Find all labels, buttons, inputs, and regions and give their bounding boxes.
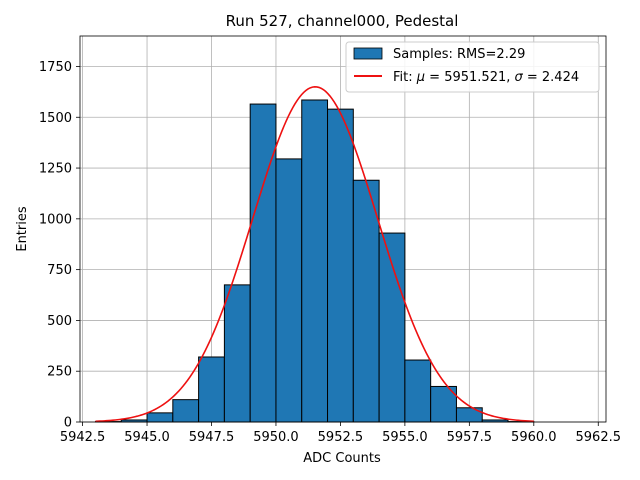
x-axis-title: ADC Counts (303, 451, 381, 466)
histogram-bar (249, 103, 277, 423)
legend-fit-sigma-value: = 2.424 (523, 70, 579, 85)
y-tick-label: 1000 (39, 212, 72, 227)
histogram-bar (404, 359, 432, 423)
y-tick-label: 500 (47, 314, 72, 329)
legend-fit-mu-value: = 5951.521, (425, 70, 514, 85)
x-tick-label: 5960.0 (511, 430, 557, 445)
y-axis-title: Entries (15, 206, 30, 252)
legend-bars-swatch (353, 47, 383, 60)
x-tick-label: 5945.0 (124, 430, 170, 445)
legend-fit-sigma-symbol: σ (515, 70, 524, 85)
y-axis-ticks: 0 250 500 750 1000 1250 1500 1750 (39, 60, 80, 431)
histogram-bar (327, 108, 354, 423)
histogram-bar (172, 399, 200, 423)
legend-box (345, 41, 600, 93)
histogram-bar (275, 158, 303, 423)
legend: Samples: RMS=2.29 Fit: μ = 5951.521, σ =… (345, 41, 600, 93)
x-tick-label: 5962.5 (576, 430, 622, 445)
legend-fit-prefix: Fit: (393, 70, 417, 85)
x-tick-label: 5957.5 (447, 430, 493, 445)
histogram-bar (198, 356, 225, 423)
x-tick-label: 5952.5 (318, 430, 364, 445)
histogram-bars (94, 99, 535, 423)
legend-fit-label: Fit: μ = 5951.521, σ = 2.424 (393, 70, 579, 85)
gaussian-fit-curve (95, 85, 534, 423)
x-tick-label: 5955.0 (382, 430, 428, 445)
histogram-bar (352, 179, 380, 423)
plot-frame (79, 35, 607, 423)
x-tick-label: 5950.0 (253, 430, 299, 445)
legend-fit-mu-symbol: μ (416, 70, 425, 85)
y-tick-label: 1250 (39, 162, 72, 177)
chart-title: Run 527, channel000, Pedestal (226, 12, 459, 30)
histogram-bar (378, 232, 406, 423)
y-tick-label: 0 (64, 416, 72, 431)
x-axis-ticks: 5942.5 5945.0 5947.5 5950.0 5952.5 5955.0 5957… (60, 422, 621, 445)
histogram-bar (223, 284, 251, 423)
y-tick-label: 250 (47, 365, 72, 380)
legend-samples-label: Samples: RMS=2.29 (393, 47, 525, 62)
y-tick-label: 1750 (39, 60, 72, 75)
histogram-bar (455, 407, 483, 423)
x-tick-label: 5947.5 (189, 430, 235, 445)
y-tick-label: 1500 (39, 111, 72, 126)
y-tick-label: 750 (47, 263, 72, 278)
x-tick-label: 5942.5 (60, 430, 106, 445)
histogram-bar (146, 412, 174, 423)
histogram-bar (301, 99, 329, 423)
